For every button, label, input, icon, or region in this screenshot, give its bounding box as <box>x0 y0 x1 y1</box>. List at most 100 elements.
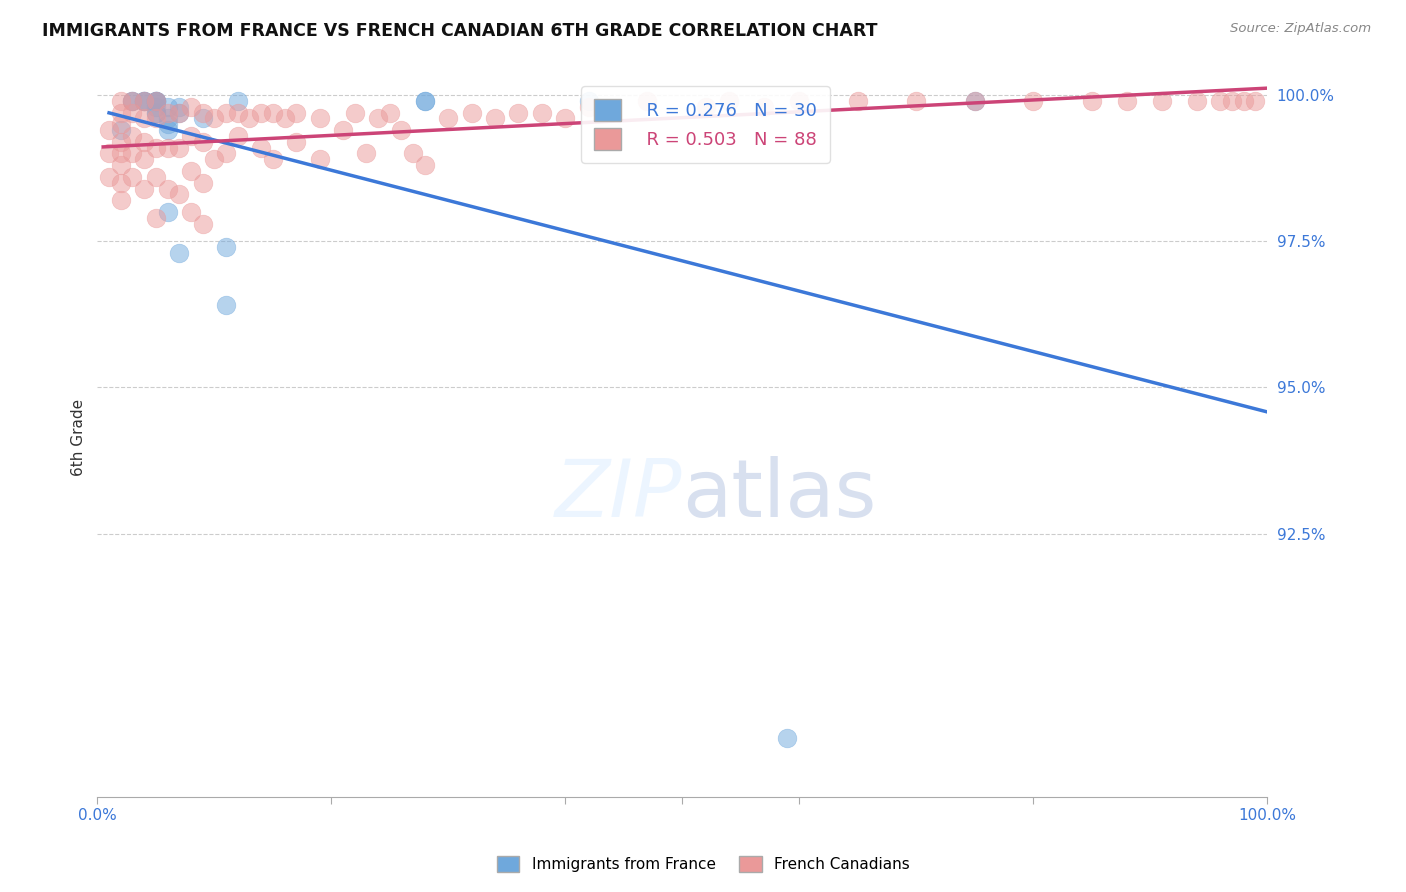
Point <box>167 100 190 114</box>
Point <box>191 112 214 126</box>
Point <box>180 205 202 219</box>
Point <box>262 105 284 120</box>
Point <box>776 731 799 746</box>
Point <box>145 169 167 184</box>
Point <box>134 94 156 108</box>
Point <box>578 100 600 114</box>
Point <box>110 123 132 137</box>
Point <box>134 181 156 195</box>
Point <box>1115 94 1137 108</box>
Point <box>145 94 167 108</box>
Point <box>121 94 143 108</box>
Point <box>215 146 238 161</box>
Point <box>250 105 273 120</box>
Point <box>460 105 482 120</box>
Point <box>145 105 167 120</box>
Point <box>98 123 121 137</box>
Text: IMMIGRANTS FROM FRANCE VS FRENCH CANADIAN 6TH GRADE CORRELATION CHART: IMMIGRANTS FROM FRANCE VS FRENCH CANADIA… <box>42 22 877 40</box>
Point <box>202 112 225 126</box>
Point <box>121 146 143 161</box>
Point <box>145 94 167 108</box>
Text: ZIP: ZIP <box>555 456 682 533</box>
Point <box>1080 94 1102 108</box>
Point <box>963 94 986 108</box>
Point <box>1185 94 1208 108</box>
Point <box>110 117 132 131</box>
Point <box>167 105 190 120</box>
Point <box>191 217 214 231</box>
Point <box>110 135 132 149</box>
Point <box>285 135 308 149</box>
Point <box>121 94 143 108</box>
Point <box>378 105 401 120</box>
Point <box>191 105 214 120</box>
Point <box>180 128 202 143</box>
Point <box>437 112 460 126</box>
Point <box>413 94 436 108</box>
Point <box>110 94 132 108</box>
Point <box>121 105 143 120</box>
Point <box>156 181 179 195</box>
Point <box>215 240 238 254</box>
Point <box>484 112 506 126</box>
Point <box>215 105 238 120</box>
Point <box>963 94 986 108</box>
Point <box>145 94 167 108</box>
Point <box>98 169 121 184</box>
Point <box>110 176 132 190</box>
Point <box>145 105 167 120</box>
Point <box>285 105 308 120</box>
Point <box>191 135 214 149</box>
Point <box>110 146 132 161</box>
Point <box>413 94 436 108</box>
Text: atlas: atlas <box>682 456 876 533</box>
Point <box>752 100 775 114</box>
Point <box>121 169 143 184</box>
Point <box>121 94 143 108</box>
Point <box>156 140 179 154</box>
Point <box>343 105 366 120</box>
Point <box>226 94 249 108</box>
Point <box>180 100 202 114</box>
Point <box>413 158 436 172</box>
Point <box>356 146 378 161</box>
Point <box>273 112 295 126</box>
Point <box>167 245 190 260</box>
Point <box>145 94 167 108</box>
Point <box>110 105 132 120</box>
Point <box>156 100 179 114</box>
Point <box>167 187 190 202</box>
Point <box>1150 94 1173 108</box>
Point <box>202 153 225 167</box>
Point <box>367 112 389 126</box>
Point <box>717 94 740 108</box>
Point <box>846 94 869 108</box>
Point <box>1022 94 1045 108</box>
Legend: Immigrants from France, French Canadians: Immigrants from France, French Canadians <box>489 848 917 880</box>
Point <box>191 176 214 190</box>
Text: Source: ZipAtlas.com: Source: ZipAtlas.com <box>1230 22 1371 36</box>
Point <box>215 298 238 312</box>
Point <box>156 117 179 131</box>
Point <box>1233 94 1256 108</box>
Point <box>110 193 132 207</box>
Point <box>226 128 249 143</box>
Point <box>578 94 600 108</box>
Point <box>695 100 717 114</box>
Point <box>134 112 156 126</box>
Point <box>98 146 121 161</box>
Point <box>145 140 167 154</box>
Point <box>308 153 330 167</box>
Point <box>530 105 553 120</box>
Point <box>134 135 156 149</box>
Point <box>554 112 576 126</box>
Point <box>121 128 143 143</box>
Point <box>145 112 167 126</box>
Point <box>402 146 425 161</box>
Point <box>508 105 530 120</box>
Point <box>156 123 179 137</box>
Point <box>636 94 658 108</box>
Point <box>110 158 132 172</box>
Point <box>156 205 179 219</box>
Point <box>308 112 330 126</box>
